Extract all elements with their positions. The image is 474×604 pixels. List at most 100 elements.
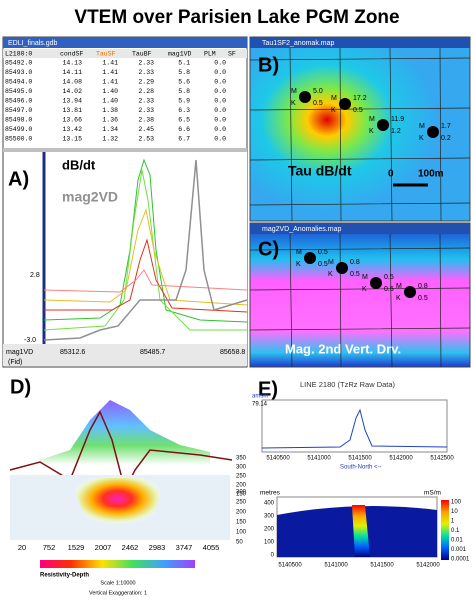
fid-label: 85485.7 xyxy=(140,349,165,356)
colorbar-unit: mS/m xyxy=(424,490,441,497)
panel-label: E) xyxy=(258,378,278,400)
conductor xyxy=(70,478,165,530)
station-label: 2462 xyxy=(122,543,139,552)
fid-bar xyxy=(3,344,247,366)
table-cell: 2.45 xyxy=(138,126,154,133)
marker-value: 0.5 xyxy=(318,249,328,256)
y-unit: amsm xyxy=(252,394,268,400)
table-cell: 13.42 xyxy=(62,126,82,133)
table-cell: 1.41 xyxy=(102,79,118,86)
station-label: 1529 xyxy=(68,543,85,552)
table-cell: 6.5 xyxy=(178,117,190,124)
table-cell: 85494.0 xyxy=(5,79,32,86)
anomaly-marker xyxy=(404,286,416,298)
table-cell: 5.9 xyxy=(178,98,190,105)
table-cell: 85492.0 xyxy=(5,60,32,67)
caption: Mag. 2nd Vert. Drv. xyxy=(285,341,401,356)
table-header xyxy=(3,49,247,58)
anomaly-marker xyxy=(299,91,311,103)
table-cell: 1.32 xyxy=(102,136,118,143)
x-tick-label: 5140500 xyxy=(278,563,302,569)
tick-label: 100 xyxy=(236,530,247,536)
marker-key: K xyxy=(291,100,296,107)
profile-traces xyxy=(43,158,248,341)
colorbar-label: 100 xyxy=(451,500,462,506)
table-cell: 14.13 xyxy=(62,60,82,67)
table-cell: 14.02 xyxy=(62,88,82,95)
table-cell: 2.33 xyxy=(138,69,154,76)
panel-label: A) xyxy=(8,168,29,190)
x-tick-label: 5141500 xyxy=(370,563,394,569)
title: VTEM over Parisien Lake PGM Zone xyxy=(74,7,399,28)
scale-text: Vertical Exaggeration: 1 xyxy=(89,590,147,596)
marker-key: M xyxy=(328,259,334,266)
table-cell: 2.33 xyxy=(138,98,154,105)
window-title: EDLI_finals.gdb xyxy=(8,40,58,47)
fid-label: 85658.8 xyxy=(220,349,245,356)
y-tick-label: 100 xyxy=(264,540,275,546)
marker-value: 0.5 xyxy=(353,107,363,114)
tick-label: 350 xyxy=(236,456,247,462)
marker-key: M xyxy=(291,88,297,95)
marker-key: M xyxy=(362,274,368,281)
colorbar-label: 0.1 xyxy=(451,528,460,534)
table-cell: 1.40 xyxy=(102,98,118,105)
marker-key: M xyxy=(331,95,337,102)
table-cell: 1.34 xyxy=(102,126,118,133)
table-cell: 5.1 xyxy=(178,60,190,67)
table-cell: 2.33 xyxy=(138,60,154,67)
marker-key: K xyxy=(419,135,424,142)
marker-key: K xyxy=(328,271,333,278)
anomaly-marker xyxy=(304,252,316,264)
table-cell: 0.0 xyxy=(214,136,226,143)
tick-label: 150 xyxy=(236,492,247,498)
table-cell: 0.0 xyxy=(214,107,226,114)
tick-label: 300 xyxy=(236,465,247,471)
table-cell: 0.0 xyxy=(214,117,226,124)
channel-name: mag1VD xyxy=(6,349,33,356)
table-cell: 13.66 xyxy=(62,117,82,124)
mag-trace xyxy=(9,410,233,493)
marker-value: 17.2 xyxy=(353,95,367,102)
splitter xyxy=(3,148,247,152)
marker-key: K xyxy=(296,261,301,268)
anomaly-marker xyxy=(336,262,348,274)
colorbar-label: 0.01 xyxy=(451,538,463,544)
tick-label: 250 xyxy=(236,474,247,480)
flight-lines xyxy=(249,47,471,222)
station-label: 2983 xyxy=(149,543,166,552)
table-cell: 85498.0 xyxy=(5,117,32,124)
table-cell: 1.38 xyxy=(102,107,118,114)
marker-value: 5.0 xyxy=(313,88,323,95)
table-cell: 14.08 xyxy=(62,79,82,86)
table-cell: 85499.0 xyxy=(5,126,32,133)
table-cell: 14.11 xyxy=(62,69,82,76)
marker-value: 0.8 xyxy=(418,283,428,290)
station-label: 4055 xyxy=(203,543,220,552)
panel-label: B) xyxy=(258,54,279,76)
table-cell: 13.15 xyxy=(62,136,82,143)
table-cell: 1.41 xyxy=(102,60,118,67)
table-cell: 2.53 xyxy=(138,136,154,143)
anomaly-marker xyxy=(377,119,389,131)
decay-plot xyxy=(261,399,448,453)
title-bar xyxy=(3,37,247,48)
marker-value: 0.5 xyxy=(350,271,360,278)
direction-label: South-North <-- xyxy=(340,465,382,471)
marker-key: M xyxy=(369,116,375,123)
y-unit: metres xyxy=(260,490,281,497)
title-bar xyxy=(250,37,470,48)
tick-label: 200 xyxy=(236,483,247,489)
marker-key: M xyxy=(296,249,302,256)
panel-label: D) xyxy=(10,376,31,398)
anomaly-marker xyxy=(427,126,439,138)
colorbar-label: 10 xyxy=(451,509,458,515)
fid-label: 85312.6 xyxy=(60,349,85,356)
marker-key: K xyxy=(396,295,401,302)
x-tick-label: 5142000 xyxy=(389,456,413,462)
marker-value: 11.9 xyxy=(391,116,404,123)
caption: Tau dB/dt xyxy=(288,163,352,179)
table-cell: 1.41 xyxy=(102,69,118,76)
